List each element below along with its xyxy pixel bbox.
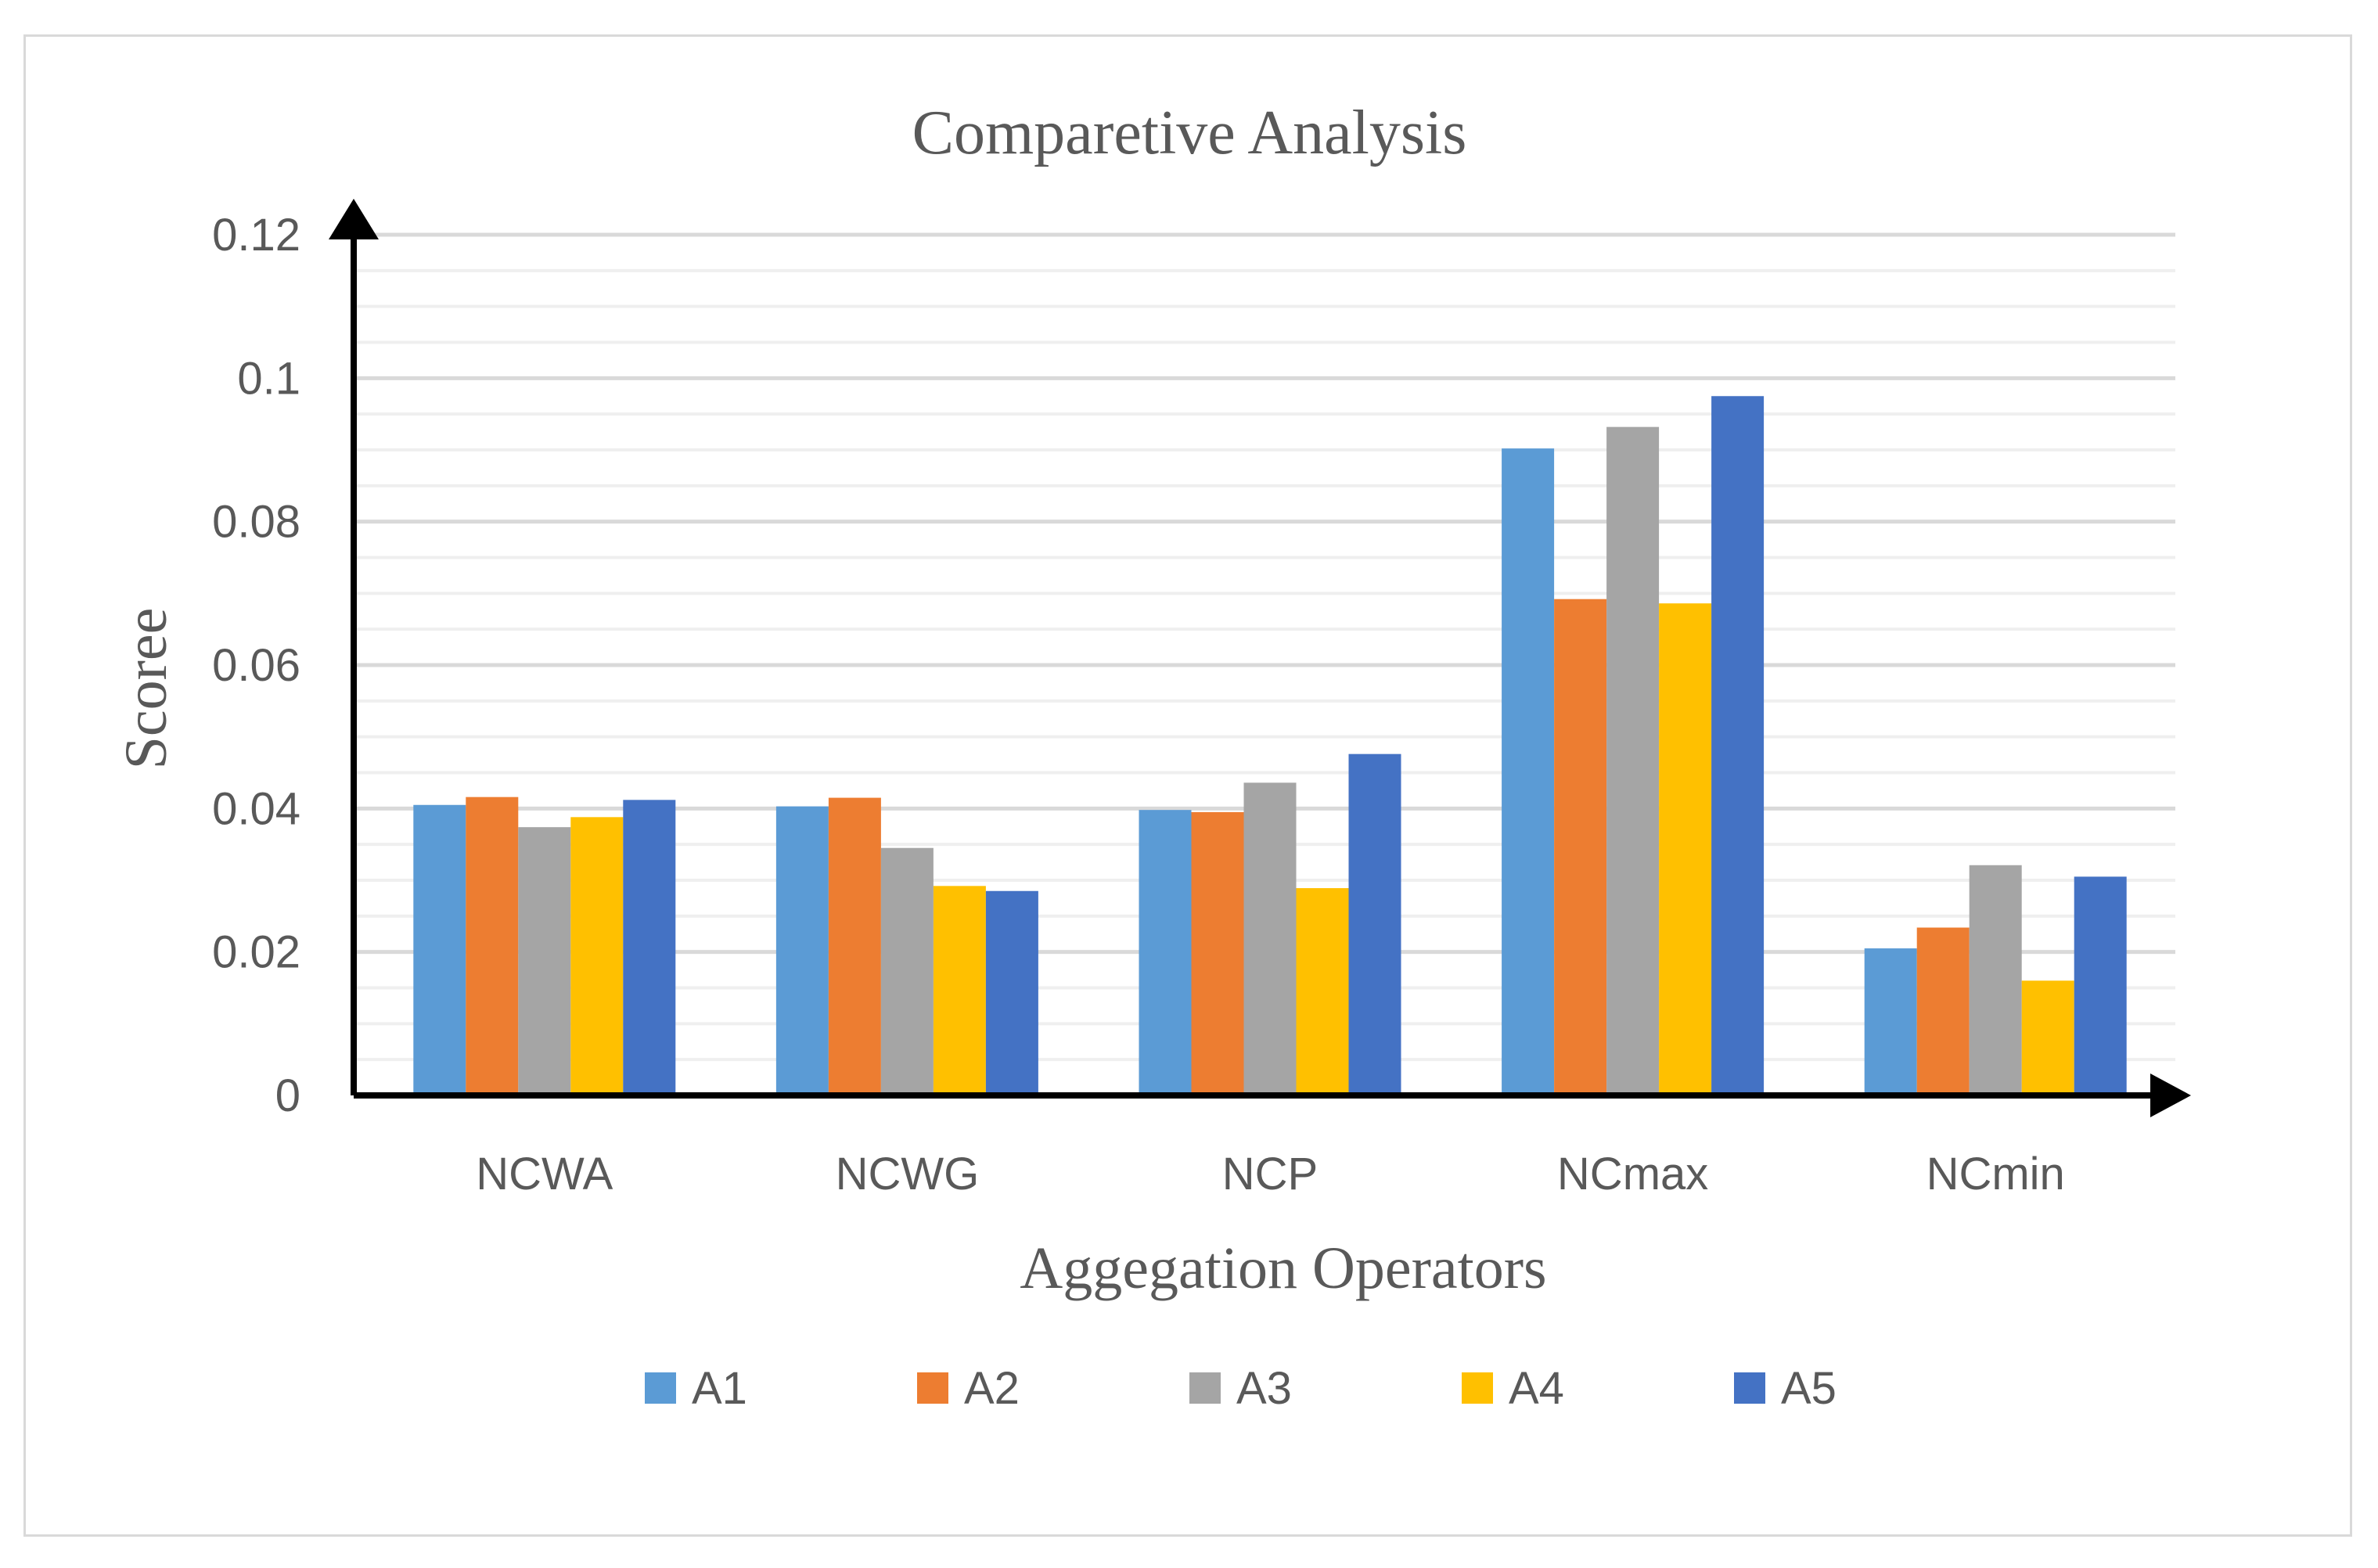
bar-a4-ncmin bbox=[2021, 980, 2074, 1095]
bar-a1-ncp bbox=[1139, 810, 1192, 1095]
y-tick-label: 0.12 bbox=[212, 210, 300, 261]
y-tick-label: 0.04 bbox=[212, 783, 300, 834]
legend-swatch-a3 bbox=[1189, 1372, 1221, 1404]
bar-a1-ncmax bbox=[1502, 448, 1555, 1095]
y-tick-labels: 0 0.02 0.04 0.06 0.08 0.1 0.12 bbox=[212, 210, 300, 1121]
x-tick-label: NCP bbox=[1222, 1149, 1318, 1199]
legend-swatch-a4 bbox=[1462, 1372, 1493, 1404]
bar-a2-ncp bbox=[1191, 811, 1244, 1095]
bar-a3-ncp bbox=[1243, 782, 1297, 1095]
bars bbox=[413, 396, 2127, 1095]
legend-swatch-a5 bbox=[1734, 1372, 1765, 1404]
bar-a5-ncmax bbox=[1711, 396, 1765, 1095]
axes bbox=[329, 199, 2191, 1117]
y-tick-label: 0.02 bbox=[212, 927, 300, 978]
bar-a2-ncmax bbox=[1554, 599, 1607, 1095]
legend-label-a3: A3 bbox=[1236, 1363, 1292, 1414]
x-tick-labels: NCWA NCWG NCP NCmax NCmin bbox=[476, 1149, 2065, 1199]
y-axis-arrow-icon bbox=[329, 199, 379, 239]
legend-swatch-a2 bbox=[917, 1372, 948, 1404]
bar-a4-ncmax bbox=[1659, 603, 1712, 1095]
legend: A1 A2 A3 A4 A5 bbox=[645, 1363, 1837, 1414]
bar-a3-ncmin bbox=[1969, 865, 2022, 1095]
y-tick-label: 0.1 bbox=[237, 353, 300, 404]
bar-a3-ncmax bbox=[1606, 426, 1660, 1095]
bar-a3-ncwa bbox=[518, 827, 571, 1095]
chart-frame bbox=[23, 34, 2352, 1537]
x-tick-label: NCmin bbox=[1927, 1149, 2065, 1199]
bar-a5-ncp bbox=[1348, 753, 1401, 1095]
x-tick-label: NCmax bbox=[1557, 1149, 1708, 1199]
bar-a4-ncp bbox=[1296, 888, 1349, 1095]
legend-label-a4: A4 bbox=[1509, 1363, 1564, 1414]
y-axis-title: Scoree bbox=[113, 608, 179, 770]
bar-a4-ncwa bbox=[570, 817, 624, 1095]
legend-label-a5: A5 bbox=[1781, 1363, 1837, 1414]
legend-label-a1: A1 bbox=[692, 1363, 747, 1414]
legend-swatch-a1 bbox=[645, 1372, 676, 1404]
legend-label-a2: A2 bbox=[964, 1363, 1020, 1414]
x-axis-title: Aggegation Operators bbox=[1020, 1235, 1546, 1301]
y-tick-label: 0 bbox=[275, 1070, 300, 1121]
y-tick-label: 0.08 bbox=[212, 497, 300, 548]
bar-a4-ncwg bbox=[933, 886, 986, 1095]
bar-a3-ncwg bbox=[880, 847, 934, 1095]
bar-a5-ncwg bbox=[985, 890, 1038, 1095]
bar-a1-ncwa bbox=[413, 804, 466, 1095]
bar-a2-ncmin bbox=[1916, 927, 1970, 1095]
x-axis-arrow-icon bbox=[2150, 1074, 2191, 1117]
x-tick-label: NCWA bbox=[476, 1149, 613, 1199]
bar-a5-ncmin bbox=[2074, 876, 2127, 1095]
bar-a1-ncmin bbox=[1864, 948, 1917, 1095]
bar-a2-ncwa bbox=[466, 797, 519, 1095]
y-tick-label: 0.06 bbox=[212, 640, 300, 691]
bar-a2-ncwg bbox=[828, 797, 881, 1095]
chart-title: Comparetive Analysis bbox=[912, 99, 1467, 167]
bar-a5-ncwa bbox=[623, 800, 676, 1095]
bar-a1-ncwg bbox=[775, 806, 829, 1095]
x-tick-label: NCWG bbox=[836, 1149, 980, 1199]
